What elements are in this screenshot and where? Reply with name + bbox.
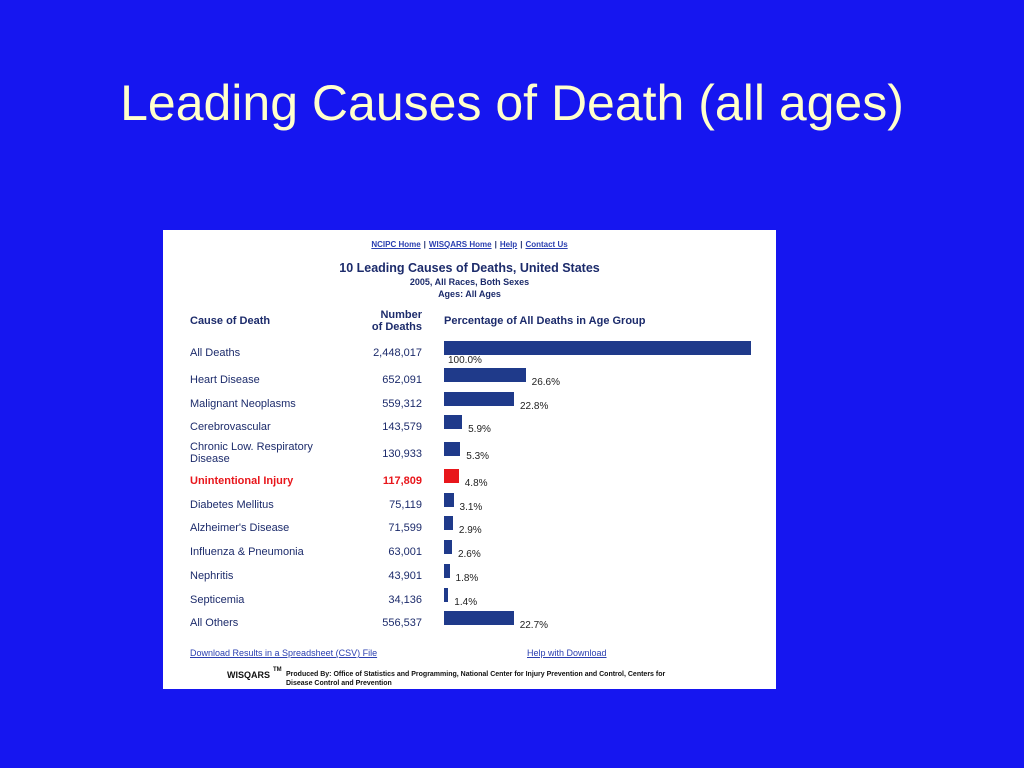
percent-label: 1.8% — [455, 573, 479, 584]
cause: Influenza & Pneumonia — [190, 546, 304, 558]
cause: All Others — [190, 617, 239, 629]
cause: Chronic Low. Respiratory Disease — [190, 441, 313, 465]
nav-link[interactable]: NCIPC Home — [371, 240, 421, 249]
header-cause: Cause of Death — [190, 315, 271, 327]
deaths: 43,901 — [388, 570, 422, 582]
nav-link[interactable]: Contact Us — [525, 240, 568, 249]
percent-label: 100.0% — [448, 355, 482, 366]
deaths: 143,579 — [382, 421, 422, 433]
deaths: 75,119 — [389, 499, 422, 511]
header-percent: Percentage of All Deaths in Age Group — [444, 315, 646, 327]
percent-label: 5.9% — [468, 424, 491, 435]
cause: Septicemia — [190, 594, 245, 606]
slide-title: Leading Causes of Death (all ages) — [120, 75, 904, 131]
deaths: 117,809 — [382, 475, 422, 487]
percent-label: 3.1% — [459, 502, 483, 513]
nav-links: NCIPC Home | WISQARS Home | Help | Contact Us — [163, 240, 776, 249]
table-subtitle: Ages: All Ages — [438, 289, 501, 299]
cause: Nephritis — [190, 570, 234, 582]
deaths: 63,001 — [388, 546, 422, 558]
bar — [444, 392, 514, 406]
cause: Alzheimer's Disease — [190, 522, 290, 534]
percent-label: 22.7% — [519, 620, 549, 631]
cause: All Deaths — [190, 347, 241, 359]
nav-link[interactable]: WISQARS Home — [428, 240, 492, 249]
bar — [444, 415, 463, 429]
cause: Cerebrovascular — [190, 421, 271, 433]
table-subtitle: 2005, All Races, Both Sexes — [409, 277, 530, 287]
footer-text: Disease Control and Prevention — [286, 680, 392, 687]
bar — [444, 516, 453, 530]
bar — [444, 540, 452, 554]
separator: | — [494, 240, 497, 249]
percent-label: 2.9% — [458, 525, 482, 536]
bar — [444, 368, 526, 382]
deaths: 130,933 — [382, 448, 422, 460]
header-number: of Deaths — [371, 321, 422, 333]
footer-tm: TM — [273, 667, 282, 673]
footer-text: Produced By: Office of Statistics and Pr… — [286, 671, 666, 678]
cause: Heart Disease — [190, 374, 260, 386]
separator: | — [423, 240, 426, 249]
percent-label: 1.4% — [454, 597, 478, 608]
percent-label: 26.6% — [531, 377, 561, 388]
percent-label: 22.8% — [519, 401, 549, 412]
percent-label: 5.3% — [466, 451, 490, 462]
nav-link[interactable]: Help — [499, 240, 518, 249]
bar — [444, 442, 461, 456]
bar — [444, 493, 454, 507]
deaths: 2,448,017 — [373, 347, 422, 359]
header-number: Number — [380, 309, 422, 321]
bar — [444, 564, 450, 578]
deaths: 652,091 — [382, 374, 422, 386]
deaths: 556,537 — [382, 617, 422, 629]
cause: Diabetes Mellitus — [190, 499, 274, 511]
table-title: 10 Leading Causes of Deaths, United Stat… — [339, 261, 600, 275]
help-link[interactable]: Help with Download — [527, 648, 607, 658]
percent-label: 4.8% — [464, 478, 488, 489]
percent-label: 2.6% — [457, 549, 481, 560]
deaths: 71,599 — [388, 522, 422, 534]
bar — [444, 588, 449, 602]
bar — [444, 469, 459, 483]
download-link[interactable]: Download Results in a Spreadsheet (CSV) … — [190, 648, 378, 658]
bar — [444, 341, 751, 355]
cause: Unintentional Injury — [190, 475, 294, 487]
separator: | — [520, 240, 523, 249]
deaths: 34,136 — [388, 594, 422, 606]
screenshot-panel: NCIPC Home | WISQARS Home | Help | Contact Us 1… — [163, 230, 776, 689]
cause: Malignant Neoplasms — [190, 398, 296, 410]
deaths: 559,312 — [382, 398, 422, 410]
bar — [444, 611, 514, 625]
footer-brand: WISQARS — [227, 670, 271, 680]
